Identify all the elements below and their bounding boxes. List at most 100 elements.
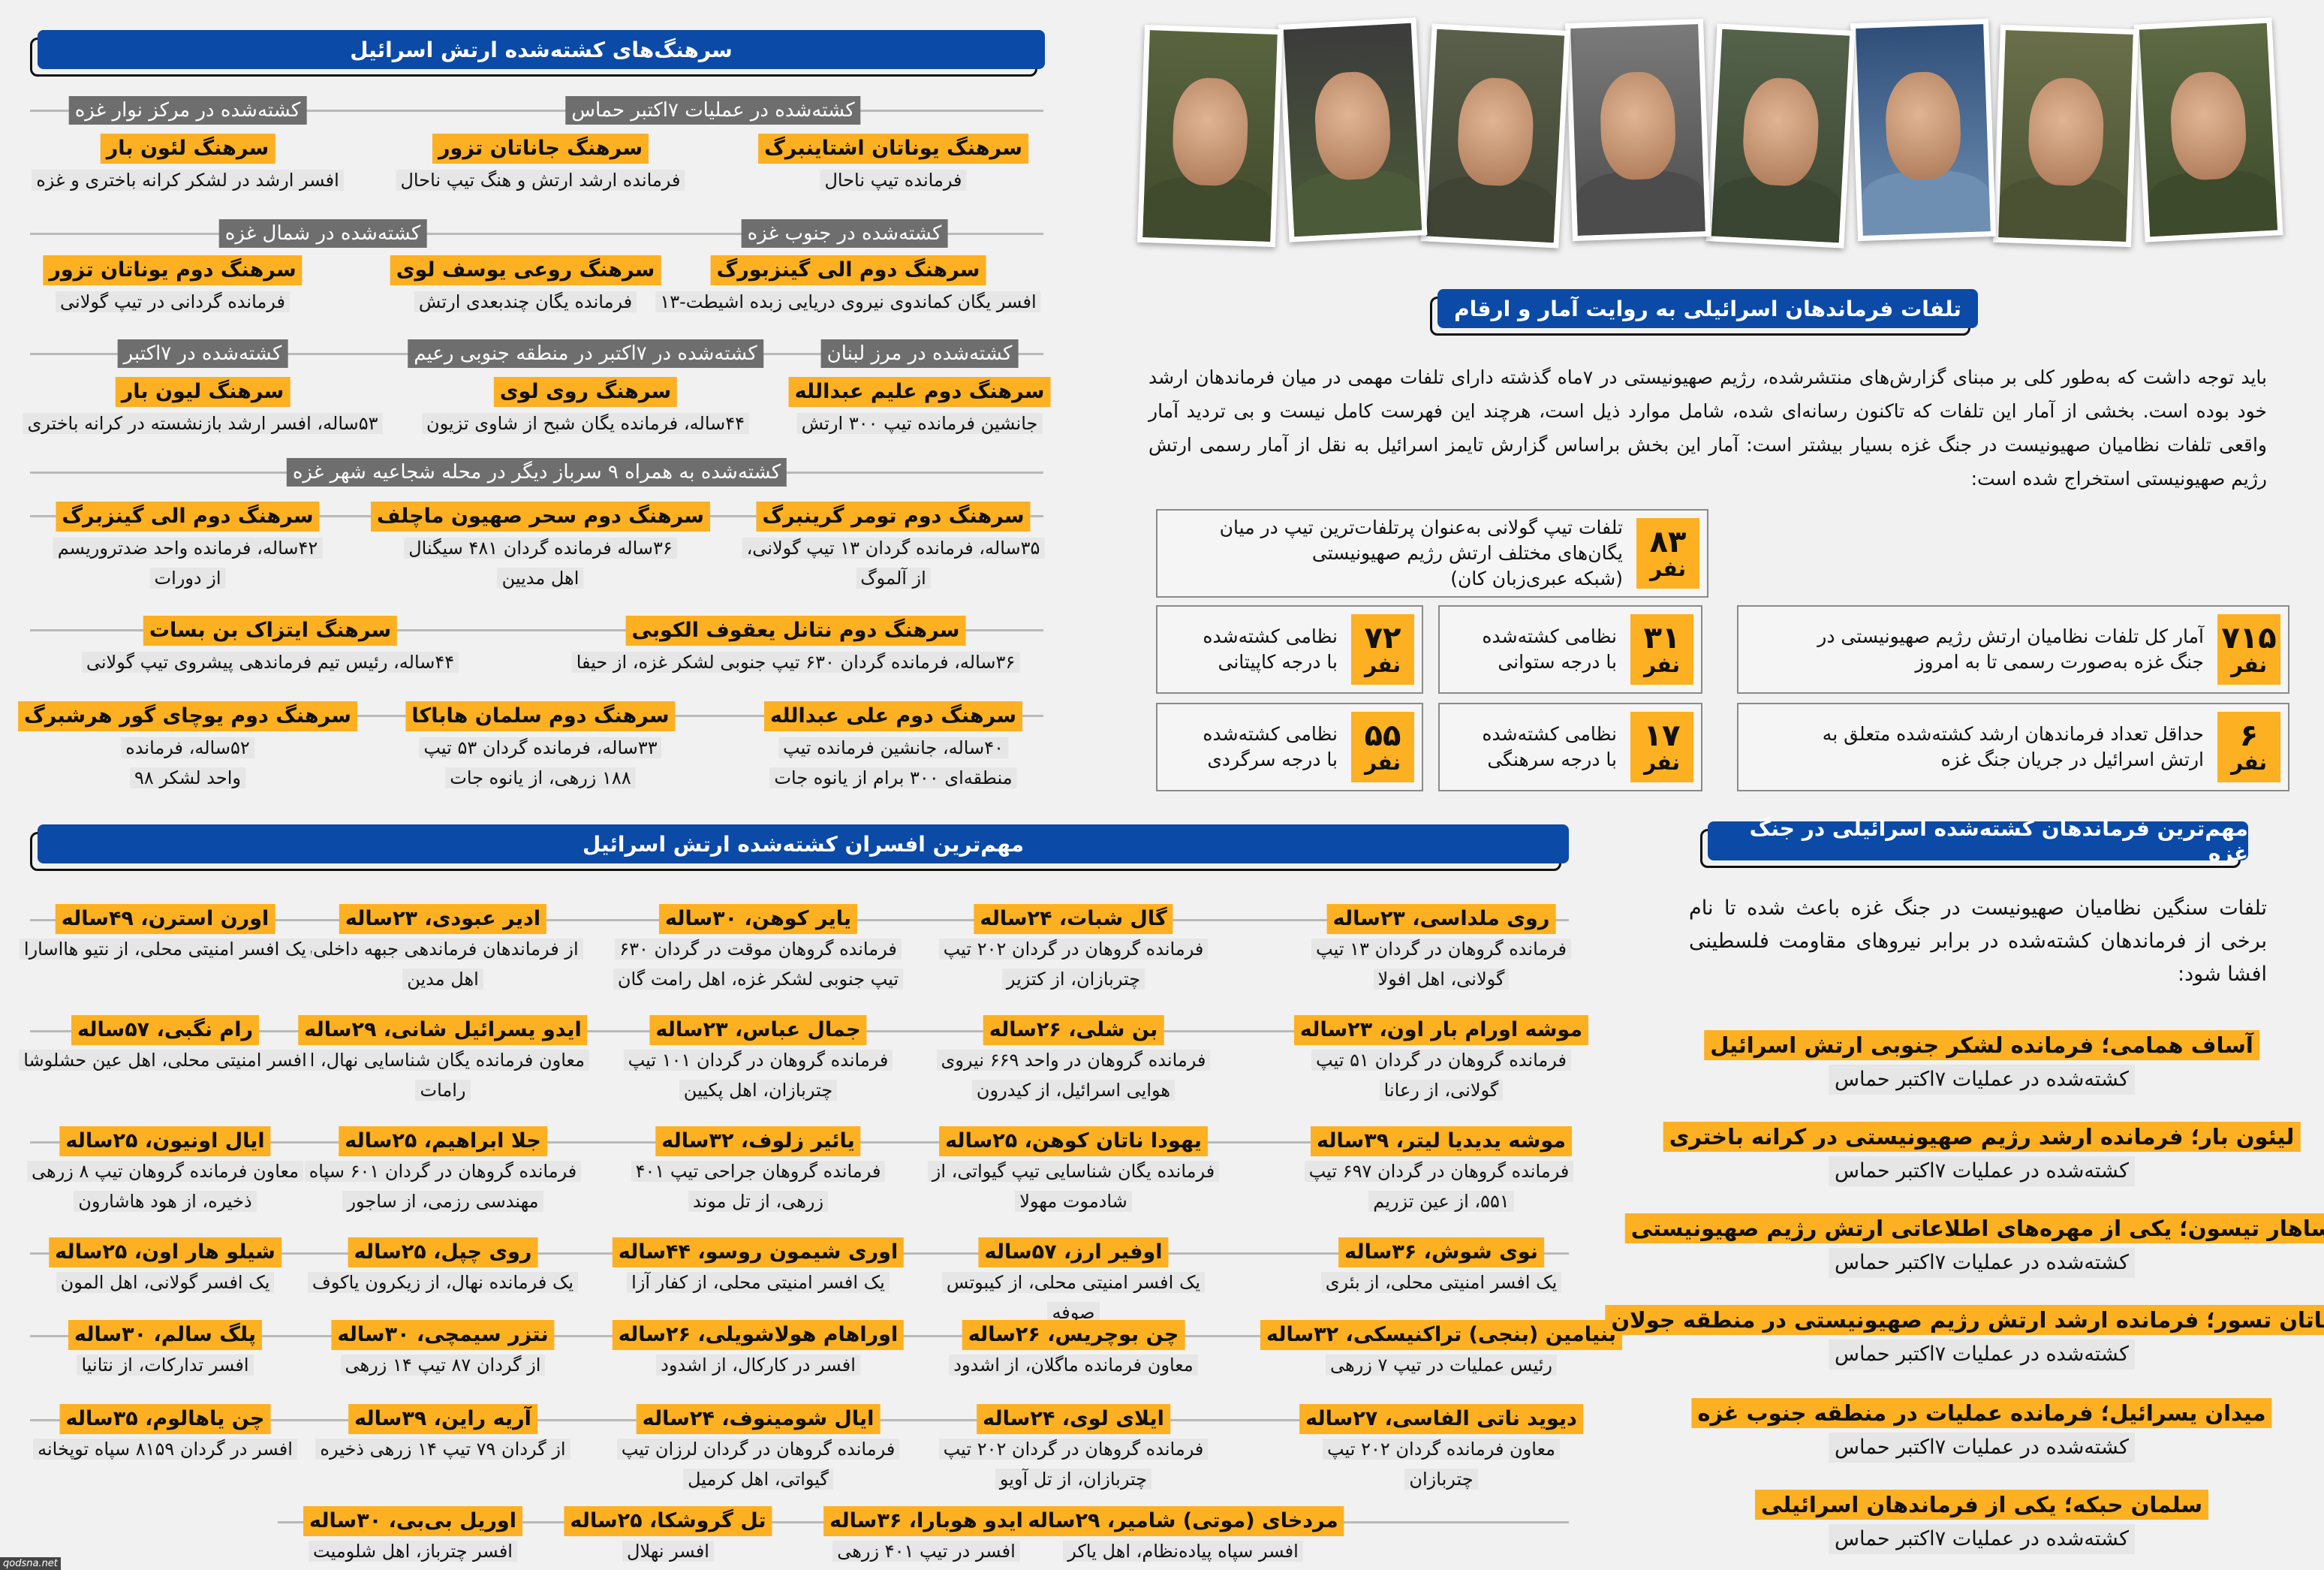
officer-name: پلگ سالم، ۳۰ساله [68,1320,263,1350]
description-text: از فرماندهان فرماندهی جبهه داخلی، اهل مد… [303,939,583,990]
officer-description: فرمانده گروهان در گردان ۲۰۲ تیپ چتربازان… [927,1434,1220,1494]
description-text: فرمانده گروهان در گردان ۲۰۲ تیپ چتربازان… [938,1439,1209,1490]
officer-name: یائیر زلوف، ۳۲ساله [655,1126,861,1156]
officer-description: یک فرمانده نهال، از زیکرون یاکوف [297,1267,589,1297]
officer-name: روی ملداسی، ۲۳ساله [1326,904,1556,934]
officer-name: نتزر سیمچی، ۳۰ساله [331,1320,555,1350]
stat-unit: نفر [1364,750,1401,776]
officer-name: ادیر عبودی، ۲۳ساله [339,904,547,934]
stat-value-badge: ۱۷ نفر [1630,712,1693,782]
officer-name: اورن استرن، ۴۹ساله [55,904,275,934]
stat-value-badge: ۷۱۵ نفر [2217,614,2280,685]
description-text: یک افسر گولانی، اهل المون [56,1272,275,1293]
divider-line [30,110,1043,112]
officer-photo [1278,17,1428,243]
stat-box: ۸۳ نفر تلفات تیپ گولانی به‌عنوان پرتلفات‌ت… [1156,509,1708,598]
portrait-image [2139,23,2278,237]
description-line: ۳۵ساله، فرمانده گردان ۱۳ تیپ گولانی، [742,538,1045,559]
stats-title: تلفات فرماندهان اسرائیلی به روایت آمار و… [1437,289,1978,328]
stat-text-line: نظامی کشته‌شده [1482,625,1617,647]
stat-value-badge: ۳۱ نفر [1630,614,1693,685]
description-text: معاون فرمانده گردان ۲۰۲ تیپ چتربازان [1322,1439,1561,1490]
officer-name: تل گروشکا، ۲۵ساله [564,1506,772,1536]
category-label: کشته‌شده در عملیات ۷اکتبر حماس [565,96,861,125]
colonel-name: سرهنگ لئون بار [100,134,275,164]
colonel-name: سرهنگ دوم سلمان هاباکا [405,701,676,731]
officer-description: فرمانده گروهان در گردان ۲۰۲ تیپ چتربازان… [927,934,1220,994]
officer-name: دیوید ناتی الفاسی، ۲۷ساله [1299,1404,1583,1434]
description-text: یک فرمانده نهال، از زیکرون یاکوف [307,1272,579,1293]
description-line: فرمانده تیپ ناحال [820,170,967,191]
description-line: فرمانده گردانی در تیپ گولانی [56,291,290,312]
officer-name: بن شلی، ۲۶ساله [983,1015,1164,1045]
officer-name: روی چپل، ۲۵ساله [348,1237,538,1267]
description-text: رئیس عملیات در تیپ ۷ زرهی [1325,1355,1558,1376]
description-line: جانشین فرمانده تیپ ۳۰۰ ارتش [796,413,1043,434]
colonel-description: فرمانده ارشد ارتش و هنگ تیپ ناحال [396,165,685,195]
description-text: فرمانده گروهان جراحی تیپ ۴۰۱ زرهی، از تل… [631,1161,886,1212]
description-text: افسر در گردان ۸۱۵۹ سپاه توپخانه [33,1439,297,1460]
description-line: فرمانده ارشد ارتش و هنگ تیپ ناحال [396,170,685,191]
description-text: فرمانده گروهان در گردان ۱۰۱ تیپ چتربازان… [623,1050,893,1101]
officers-header: مهم‌ترین افسران کشته‌شده ارتش اسرائیل [30,824,1569,871]
stat-text-line: نظامی کشته‌شده [1203,723,1338,745]
stat-description: نظامی کشته‌شده با درجه سرهنگی [1447,722,1630,773]
colonel-description: افسر ارشد در لشکر کرانه باختری و غزه [32,165,344,195]
colonel-description: ۴۰ساله، جانشین فرمانده تیپ منطقه‌ای ۳۰۰ ب… [769,733,1017,793]
officer-name: شیلو هار اون، ۲۵ساله [49,1237,281,1267]
officer-description: فرمانده گروهان در واحد ۶۶۹ نیروی هوایی ا… [927,1045,1220,1105]
commander-name: میدان یسرائیل؛ فرمانده عملیات در منطقه ج… [1691,1398,2272,1428]
officer-name: اوری شیمون روسو، ۴۴ساله [612,1237,905,1267]
colonel-name: سرهنگ دوم یوناتان تزور [43,255,303,285]
commander-name: یوناتان تسور؛ فرمانده ارشد ارتش رژیم صهی… [1605,1305,2324,1335]
description-line: منطقه‌ای ۳۰۰ برام از یانوه جات [769,767,1017,788]
colonel-description: فرمانده گردانی در تیپ گولانی [56,287,290,317]
description-line: واحد لشکر ۹۸ [130,767,245,788]
description-text: از گردان ۷۹ تیپ ۱۴ زرهی ذخیره [315,1439,570,1460]
colonel-name: سرهنگ دوم الی گینزبورگ [710,255,986,285]
description-text: یک افسر امنیتی محلی، از کفار آزا [627,1272,890,1293]
stat-value-badge: ۸۳ نفر [1636,518,1699,589]
description-text: فرمانده گروهان در گردان ۶۰۱ سپاه مهندسی … [304,1161,582,1212]
officer-name: رام نگبی، ۵۷ساله [71,1015,259,1045]
description-text: افسر در تیپ ۴۰۱ زرهی [832,1541,1020,1562]
description-line: اهل مدیین [497,568,584,589]
officer-name: یایر کوهن، ۳۰ساله [658,904,858,934]
colonel-description: ۳۶ساله، فرمانده گردان ۶۳۰ تیپ جنوبی لشکر… [571,647,1020,677]
colonels-title: سرهنگ‌های کشته‌شده ارتش اسرائیل [38,30,1045,69]
officer-photo [1420,23,1570,249]
colonel-description: ۵۳ساله، افسر ارشد بازنشسته در کرانه باخت… [23,408,383,438]
stats-header: تلفات فرماندهان اسرائیلی به روایت آمار و… [1430,289,1978,336]
portrait-image [1998,30,2133,242]
stat-description: حداقل تعداد فرماندهان ارشد کشته‌شده متعل… [1746,722,2217,773]
officer-description: رئیس عملیات در تیپ ۷ زرهی [1295,1350,1588,1380]
stat-unit: نفر [2230,652,2268,678]
commanders-title: مهم‌ترین فرماندهان کشته‌شده اسرائیلی در … [1708,816,2248,866]
stat-text-line: تلفات تیپ گولانی به‌عنوان پرتلفات‌ترین ت… [1219,517,1623,538]
officer-description: از گردان ۸۷ تیپ ۱۴ زرهی [297,1350,589,1380]
stat-text-line: (شبکه عبری‌زبان کان) [1450,568,1623,589]
category-label: کشته‌شده در شمال غزه [218,219,427,248]
stat-text-line: حداقل تعداد فرماندهان ارشد کشته‌شده متعل… [1822,723,2204,745]
stat-box: ۵۵ نفر نظامی کشته‌شده با درجه سرگردی [1156,703,1423,791]
officer-description: افسر سپاه پیاده‌نظام، اهل یاکر [1037,1536,1329,1566]
portrait-image [1425,29,1565,243]
description-line: ۳۶ساله، فرمانده گردان ۶۳۰ تیپ جنوبی لشکر… [571,652,1020,673]
stat-text-line: با درجه ستوانی [1498,651,1617,673]
description-line: ۳۳ساله، فرمانده گردان ۵۳ تیپ [419,737,662,758]
stat-value: ۷۲ [1364,621,1401,656]
stat-text-line: نظامی کشته‌شده [1482,723,1617,745]
description-text: معاون فرمانده ماگلان، از اشدود [949,1355,1198,1376]
colonel-name: سرهنگ یوناتان اشتاینبرگ [758,134,1028,164]
officer-description: معاون فرمانده ماگلان، از اشدود [927,1350,1220,1380]
stat-value: ۸۳ [1649,525,1687,560]
colonel-description: ۳۳ساله، فرمانده گردان ۵۳ تیپ ۱۸۸ زرهی، از… [419,733,662,793]
stat-text-line: نظامی کشته‌شده [1203,625,1338,647]
officer-description: افسر نهلال [522,1536,814,1566]
description-line: ۱۸۸ زرهی، از یانوه جات [445,767,636,788]
category-label: کشته‌شده در مرز لبنان [820,339,1019,368]
officer-photo [1136,24,1284,248]
description-text: افسر در کارکال، از اشدود [656,1355,860,1376]
officers-title: مهم‌ترین افسران کشته‌شده ارتش اسرائیل [38,824,1569,863]
description-line: ۵۲ساله، فرمانده [121,737,254,758]
